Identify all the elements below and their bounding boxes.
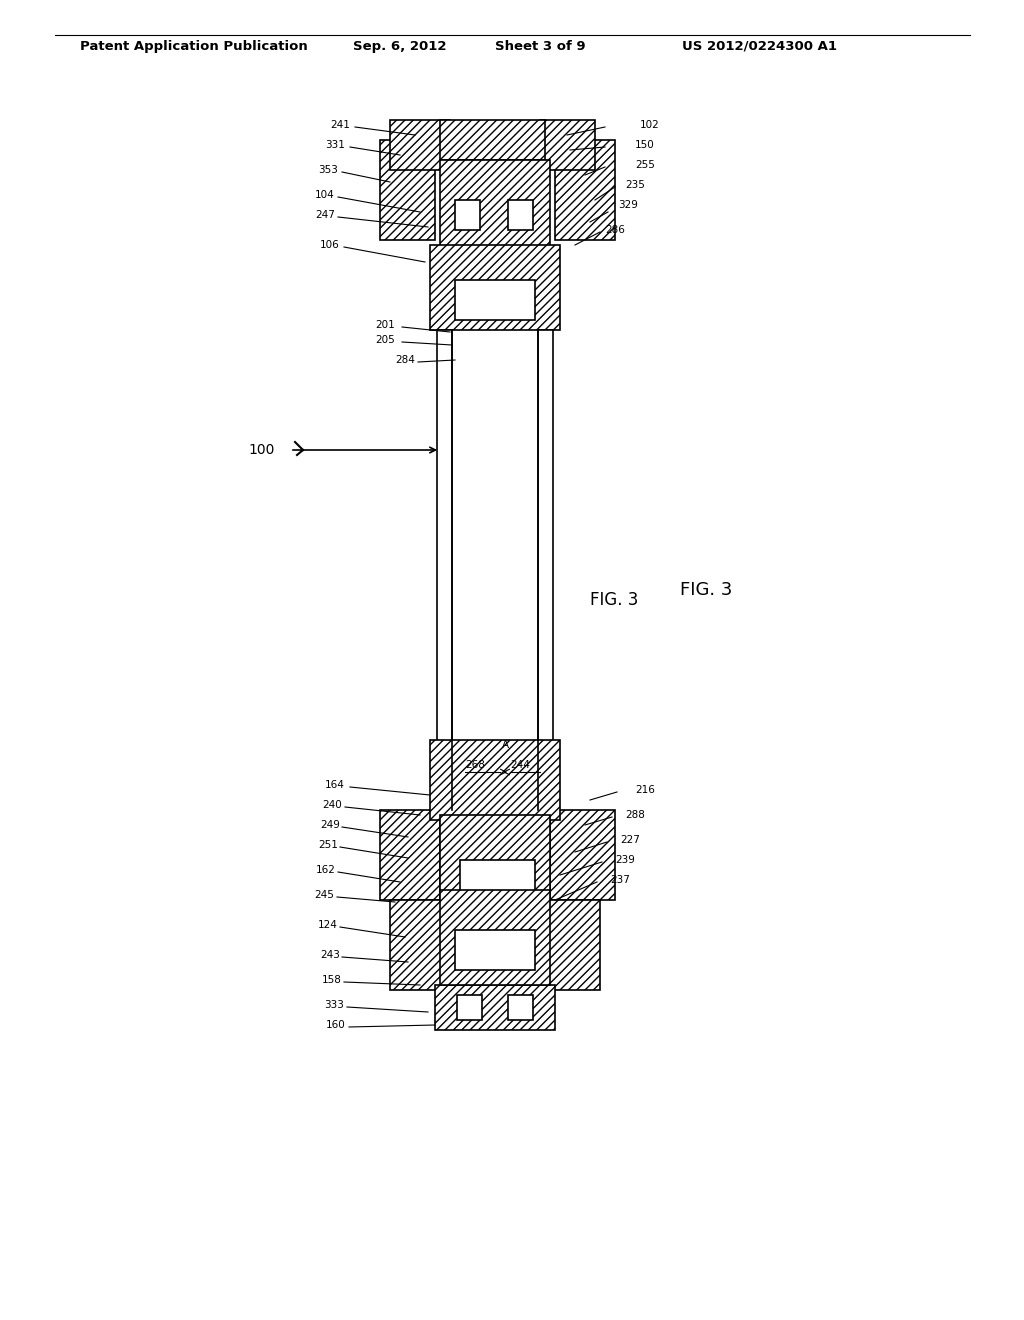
- Bar: [440, 120, 545, 160]
- Bar: [508, 201, 534, 230]
- Text: Patent Application Publication: Patent Application Publication: [80, 40, 308, 53]
- Text: 255: 255: [635, 160, 655, 170]
- Bar: [550, 810, 615, 900]
- Text: 100: 100: [249, 444, 275, 457]
- Text: 286: 286: [605, 224, 625, 235]
- Text: Sheet 3 of 9: Sheet 3 of 9: [495, 40, 586, 53]
- Text: 164: 164: [326, 780, 345, 789]
- Text: 288: 288: [625, 810, 645, 820]
- Text: 240: 240: [323, 800, 342, 810]
- Text: 227: 227: [620, 836, 640, 845]
- Bar: [455, 280, 535, 319]
- Text: FIG. 3: FIG. 3: [590, 591, 638, 609]
- Bar: [390, 900, 450, 990]
- Bar: [508, 995, 534, 1020]
- Text: 158: 158: [323, 975, 342, 985]
- Text: Sep. 6, 2012: Sep. 6, 2012: [353, 40, 446, 53]
- Text: 241: 241: [330, 120, 350, 129]
- Text: 239: 239: [615, 855, 635, 865]
- Text: US 2012/0224300 A1: US 2012/0224300 A1: [683, 40, 838, 53]
- Bar: [380, 140, 435, 240]
- Text: 104: 104: [315, 190, 335, 201]
- Text: 268: 268: [465, 760, 485, 770]
- Bar: [380, 810, 440, 900]
- Text: 333: 333: [325, 1001, 344, 1010]
- Text: 205: 205: [375, 335, 395, 345]
- Text: 160: 160: [327, 1020, 346, 1030]
- Bar: [440, 160, 550, 249]
- Text: 247: 247: [315, 210, 335, 220]
- Bar: [435, 985, 555, 1030]
- Bar: [440, 890, 550, 985]
- Text: 251: 251: [318, 840, 338, 850]
- Bar: [457, 995, 482, 1020]
- Bar: [555, 140, 615, 240]
- Text: 353: 353: [318, 165, 338, 176]
- Bar: [460, 861, 535, 895]
- Bar: [540, 120, 595, 170]
- Bar: [390, 120, 450, 170]
- Text: FIG. 3: FIG. 3: [680, 581, 732, 599]
- Text: 284: 284: [395, 355, 415, 366]
- Text: 124: 124: [318, 920, 338, 931]
- Text: 162: 162: [316, 865, 336, 875]
- Bar: [455, 201, 480, 230]
- Bar: [437, 330, 452, 810]
- Bar: [538, 330, 553, 810]
- Text: 102: 102: [640, 120, 659, 129]
- Text: 331: 331: [326, 140, 345, 150]
- Text: 329: 329: [618, 201, 638, 210]
- Text: 201: 201: [375, 319, 395, 330]
- Text: 249: 249: [321, 820, 340, 830]
- Text: 243: 243: [321, 950, 340, 960]
- Text: 150: 150: [635, 140, 654, 150]
- Text: A: A: [502, 741, 509, 750]
- Bar: [540, 900, 600, 990]
- Text: 245: 245: [314, 890, 334, 900]
- Bar: [430, 741, 560, 820]
- Bar: [440, 814, 550, 909]
- Bar: [430, 246, 560, 330]
- Text: 237: 237: [610, 875, 630, 884]
- Text: 106: 106: [321, 240, 340, 249]
- Text: 235: 235: [625, 180, 645, 190]
- Text: 244: 244: [510, 760, 530, 770]
- Text: 216: 216: [635, 785, 655, 795]
- Bar: [455, 931, 535, 970]
